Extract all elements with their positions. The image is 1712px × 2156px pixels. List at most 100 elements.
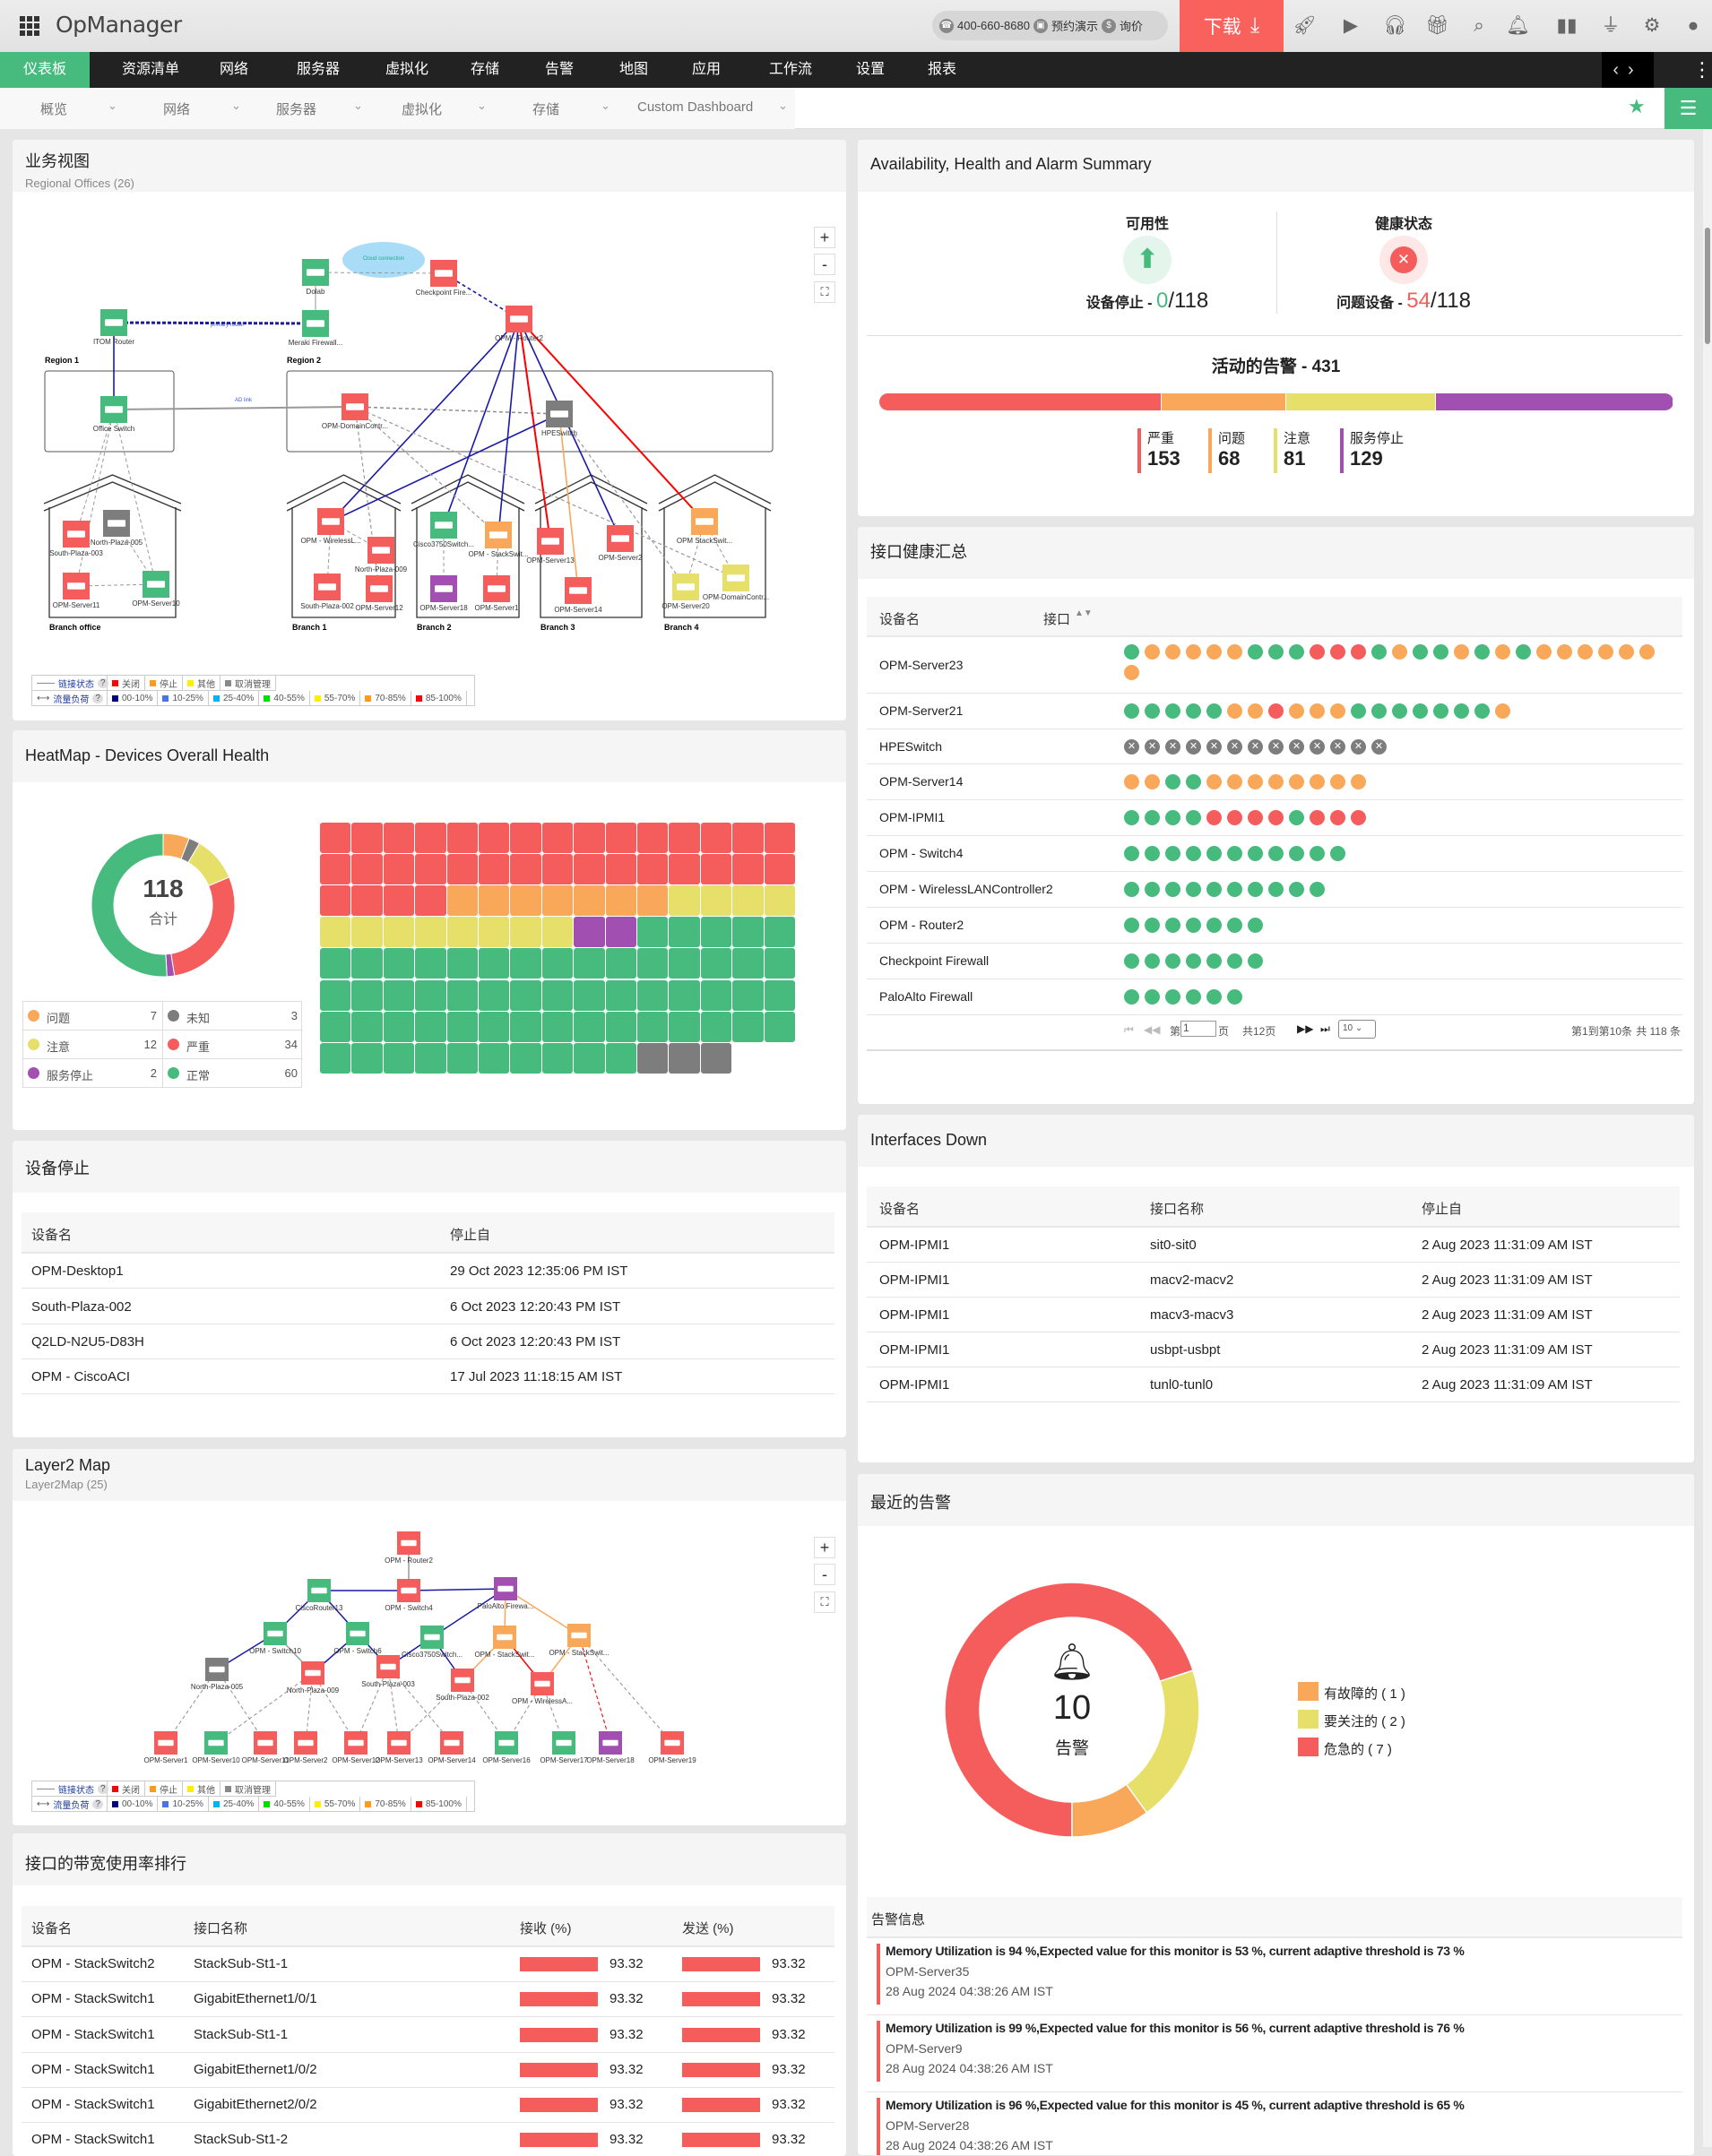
heatmap-cell-critical[interactable] [700, 854, 732, 885]
table-cell[interactable]: OPM-IPMI1 [879, 1341, 950, 1358]
chevron-down-icon[interactable]: ⌄ [108, 99, 117, 112]
heatmap-cell-critical[interactable] [764, 823, 795, 854]
interface-status-unknown[interactable]: ✕ [1145, 739, 1160, 755]
heatmap-cell-clear[interactable] [637, 979, 669, 1011]
table-row[interactable]: OPM-IPMI1 macv3-macv3 2 Aug 2023 11:31:09 … [867, 1298, 1680, 1332]
problem-devices-count[interactable]: 54 [1406, 289, 1431, 313]
legend-item-clear[interactable]: 正常 60 [163, 1059, 303, 1088]
interface-status-unknown[interactable]: ✕ [1186, 739, 1201, 755]
interface-status-clear[interactable] [1186, 810, 1201, 825]
rocket-icon[interactable]: 🚀︎ [1293, 15, 1317, 36]
table-row[interactable]: OPM - Router2 [867, 908, 1682, 944]
interface-status-trouble[interactable] [1268, 774, 1284, 789]
layer2-map[interactable]: OPM - Router2 OPM - Switch4 PaloAlto Firew… [0, 1505, 848, 1774]
heatmap-cell-clear[interactable] [479, 979, 510, 1011]
interface-status-trouble[interactable] [1495, 644, 1510, 660]
alarm-bar-segment-critical[interactable] [879, 393, 1162, 410]
table-row[interactable]: OPM - StackSwitch2 StackSub-St1-1 93.32 93.… [22, 1947, 834, 1982]
heatmap-cell-clear[interactable] [479, 948, 510, 979]
interface-status-critical[interactable] [1351, 644, 1366, 660]
heatmap-cell-attention[interactable] [764, 885, 795, 917]
fit-screen-button[interactable]: ⛶ [814, 281, 835, 303]
heatmap-cell-critical[interactable] [605, 823, 636, 854]
zoom-out-button[interactable]: - [814, 254, 835, 275]
interface-status-clear[interactable] [1145, 918, 1160, 933]
legend-item-trouble[interactable]: 问题 7 [23, 1002, 163, 1031]
alarm-device[interactable]: OPM-Server35 [886, 1964, 970, 1979]
heatmap-cell-clear[interactable] [764, 917, 795, 948]
heatmap-cell-clear[interactable] [732, 917, 764, 948]
quote-link[interactable]: 询价 [1119, 20, 1143, 33]
heatmap-cell-clear[interactable] [320, 948, 351, 979]
map-node[interactable]: Cisco3750Switch... [413, 512, 474, 548]
interface-status-clear[interactable] [1145, 810, 1160, 825]
table-row[interactable]: OPM - StackSwitch1 GigabitEthernet2/0/2 93… [22, 2088, 834, 2123]
column-header[interactable]: 设备名 [31, 1921, 73, 1936]
gear-icon[interactable]: ⚙ [1643, 15, 1661, 36]
interface-status-critical[interactable] [1227, 810, 1242, 825]
interface-status-critical[interactable] [1310, 810, 1325, 825]
heatmap-cell-trouble[interactable] [574, 885, 605, 917]
interface-status-clear[interactable] [1165, 810, 1180, 825]
heatmap-cell-clear[interactable] [510, 979, 541, 1011]
heatmap-cell-critical[interactable] [446, 823, 478, 854]
page-input[interactable]: 1 [1180, 1021, 1216, 1037]
map-node[interactable]: OPM-Server18 [419, 575, 468, 612]
add-widget-button[interactable]: ☰ [1664, 88, 1712, 129]
device-name[interactable]: Checkpoint Firewall [879, 953, 990, 968]
interface-status-unknown[interactable]: ✕ [1289, 739, 1304, 755]
interface-status-clear[interactable] [1268, 846, 1284, 861]
interface-status-trouble[interactable] [1330, 703, 1345, 719]
heatmap-cell-critical[interactable] [415, 854, 446, 885]
interface-status-trouble[interactable] [1330, 774, 1345, 789]
help-icon[interactable]: ? [98, 677, 108, 688]
map-node[interactable]: OPM - Switch6 [333, 1622, 382, 1655]
chevron-down-icon[interactable]: ⌄ [601, 99, 610, 112]
heatmap-cell-attention[interactable] [383, 917, 415, 948]
interface-status-clear[interactable] [1413, 644, 1428, 660]
map-node[interactable]: OPM - WirelessA... [512, 1672, 573, 1705]
interface-status-clear[interactable] [1186, 989, 1201, 1005]
nav-item-10[interactable]: 设置 [856, 62, 886, 77]
interface-status-clear[interactable] [1248, 918, 1263, 933]
map-node[interactable]: OPM - StackSwit... [468, 522, 529, 558]
interface-status-clear[interactable] [1186, 918, 1201, 933]
heatmap-cell-clear[interactable] [574, 979, 605, 1011]
interface-status-clear[interactable] [1330, 846, 1345, 861]
interface-status-trouble[interactable] [1227, 774, 1242, 789]
dashboard-tab-2[interactable]: 服务器 [276, 102, 317, 117]
heatmap-cell-trouble[interactable] [446, 885, 478, 917]
headset-icon[interactable]: 🎧︎ [1383, 15, 1407, 36]
interface-status-trouble[interactable] [1454, 644, 1469, 660]
column-header[interactable]: 停止自 [1422, 1202, 1463, 1217]
zoom-in-button[interactable]: + [814, 1537, 835, 1558]
heatmap-cell-clear[interactable] [574, 1042, 605, 1074]
page-size-select[interactable]: 10 ⌄ [1338, 1020, 1376, 1039]
table-row[interactable]: OPM-IPMI1 sit0-sit0 2 Aug 2023 11:31:09 AM… [867, 1228, 1680, 1263]
interface-status-unknown[interactable]: ✕ [1351, 739, 1366, 755]
app-grid-icon[interactable] [20, 16, 39, 36]
interface-status-trouble[interactable] [1248, 774, 1263, 789]
plug-icon[interactable]: ⏚ [1601, 15, 1621, 36]
heatmap-cell-trouble[interactable] [479, 885, 510, 917]
heatmap-cell-critical[interactable] [351, 823, 383, 854]
interface-status-clear[interactable] [1310, 846, 1325, 861]
interface-status-unknown[interactable]: ✕ [1124, 739, 1139, 755]
alarm-legend-critical[interactable]: 严重 153 [1137, 428, 1180, 473]
heatmap-cell-critical[interactable] [574, 823, 605, 854]
interface-status-clear[interactable] [1268, 882, 1284, 897]
heatmap-cell-critical[interactable] [764, 854, 795, 885]
interface-status-clear[interactable] [1165, 918, 1180, 933]
map-node[interactable]: OPM-Server11 [53, 573, 100, 609]
page-scrollbar[interactable] [1703, 129, 1712, 2147]
heatmap-cell-clear[interactable] [732, 979, 764, 1011]
nav-item-7[interactable]: 地图 [619, 62, 649, 77]
column-header[interactable]: 设备名 [31, 1228, 73, 1243]
table-row[interactable]: OPM-IPMI1 macv2-macv2 2 Aug 2023 11:31:09 … [867, 1263, 1680, 1298]
interface-status-clear[interactable] [1124, 918, 1139, 933]
interface-status-critical[interactable] [1268, 703, 1284, 719]
interface-status-clear[interactable] [1413, 703, 1428, 719]
interface-status-clear[interactable] [1433, 644, 1448, 660]
interface-status-clear[interactable] [1454, 703, 1469, 719]
table-row[interactable]: OPM - CiscoACI 17 Jul 2023 11:18:15 AM IS… [22, 1359, 834, 1394]
